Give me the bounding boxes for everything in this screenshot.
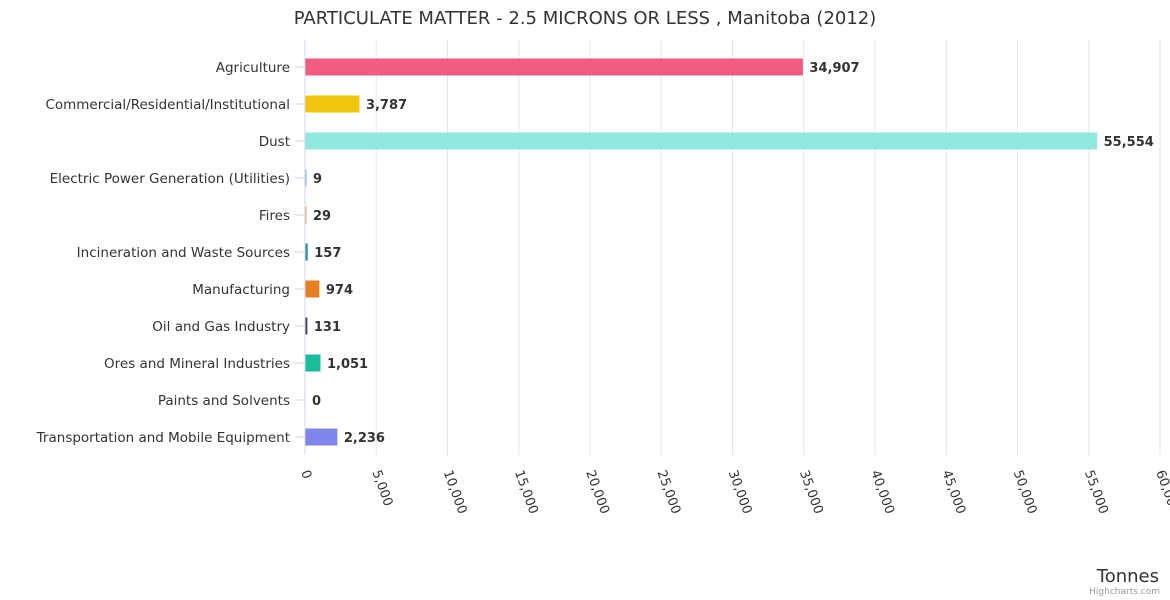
- category-label: Paints and Solvents: [158, 393, 290, 409]
- x-tick-label: 15,000: [511, 468, 541, 516]
- bar[interactable]: [305, 317, 308, 335]
- category-label: Oil and Gas Industry: [152, 319, 290, 335]
- credit-link[interactable]: Highcharts.com: [1089, 587, 1160, 597]
- data-label: 2,236: [344, 431, 385, 446]
- data-label: 1,051: [327, 357, 368, 372]
- x-tick-label: 35,000: [796, 468, 826, 516]
- category-label: Incineration and Waste Sources: [77, 245, 290, 261]
- x-tick-label: 50,000: [1010, 468, 1040, 516]
- x-tick-labels: 0 5,000 10,000 15,000 20,000 25,000 30,000 35,0…: [297, 468, 1170, 516]
- bar[interactable]: [305, 132, 1098, 150]
- bar[interactable]: [305, 428, 338, 446]
- data-label: 974: [326, 283, 353, 298]
- bar[interactable]: [305, 280, 320, 298]
- x-tick-label: 55,000: [1081, 468, 1111, 516]
- category-label: Commercial/Residential/Institutional: [45, 97, 290, 113]
- x-tick-label: 0: [297, 468, 314, 481]
- bar[interactable]: [305, 169, 307, 187]
- category-label: Ores and Mineral Industries: [104, 356, 290, 372]
- category-label: Dust: [259, 134, 290, 150]
- bar[interactable]: [305, 206, 307, 224]
- category-label: Manufacturing: [192, 282, 290, 298]
- data-label: 0: [312, 394, 321, 409]
- x-tick-label: 60,000: [1152, 468, 1170, 516]
- x-tick-label: 25,000: [653, 468, 683, 516]
- bar[interactable]: [305, 58, 803, 76]
- bar[interactable]: [305, 95, 360, 113]
- data-label: 9: [313, 172, 322, 187]
- bars: [305, 58, 1098, 446]
- data-label: 131: [314, 320, 341, 335]
- category-label: Fires: [259, 208, 290, 224]
- category-label: Transportation and Mobile Equipment: [36, 430, 290, 446]
- bar[interactable]: [305, 354, 321, 372]
- x-tick-label: 40,000: [867, 468, 897, 516]
- value-labels: 34,907 3,787 55,554 9 29 157 974 131 1,051 0 2,236: [312, 61, 1154, 446]
- data-label: 55,554: [1104, 135, 1154, 150]
- bar[interactable]: [305, 243, 308, 261]
- chart-title: PARTICULATE MATTER - 2.5 MICRONS OR LESS…: [294, 8, 877, 29]
- data-label: 34,907: [809, 61, 859, 76]
- data-label: 29: [313, 209, 331, 224]
- category-label: Electric Power Generation (Utilities): [50, 171, 290, 187]
- x-tick-label: 5,000: [368, 468, 395, 508]
- x-axis-title: Tonnes: [1096, 566, 1159, 587]
- x-tick-label: 45,000: [938, 468, 968, 516]
- x-tick-label: 10,000: [440, 468, 470, 516]
- grid-lines: [295, 40, 1161, 455]
- x-tick-label: 30,000: [725, 468, 755, 516]
- x-tick-label: 20,000: [582, 468, 612, 516]
- data-label: 157: [314, 246, 341, 261]
- data-label: 3,787: [366, 98, 407, 113]
- category-labels: Agriculture Commercial/Residential/Instit…: [36, 60, 290, 446]
- category-label: Agriculture: [216, 60, 290, 76]
